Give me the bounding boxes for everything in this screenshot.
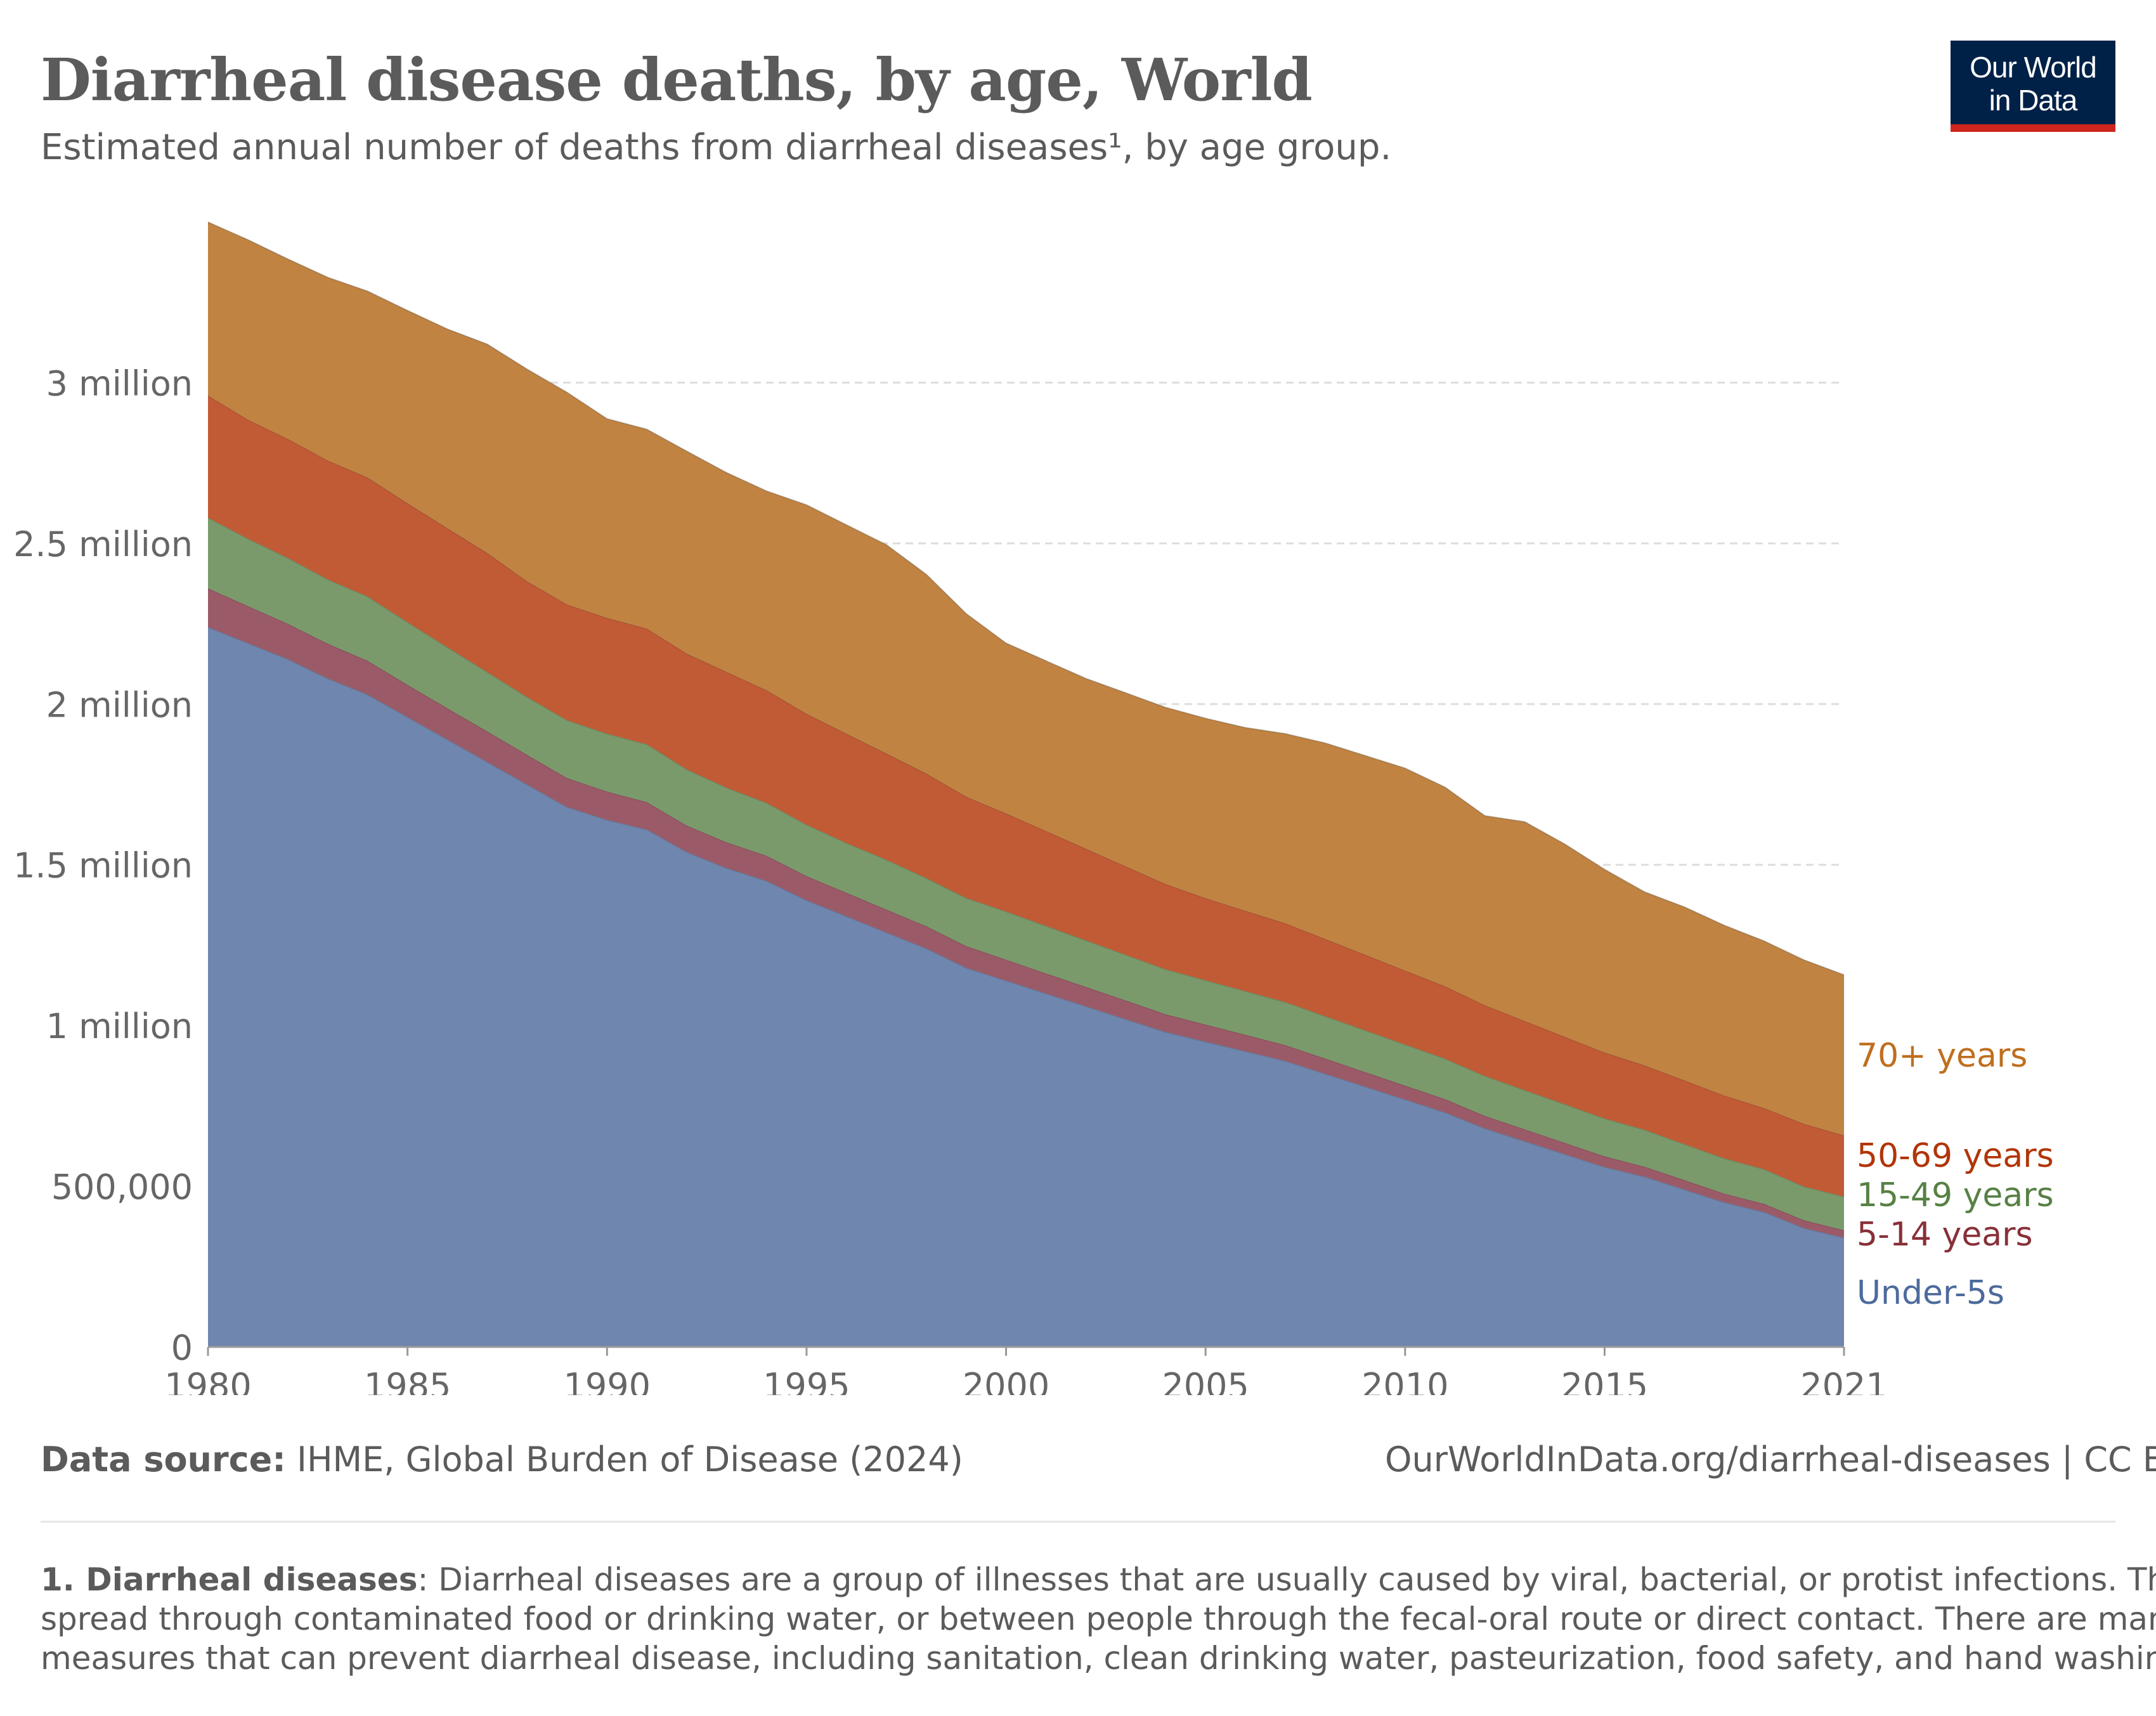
x-tick-label: 2010	[1361, 1366, 1448, 1395]
footnote-line-3: measures that can prevent diarrheal dise…	[41, 1640, 2156, 1677]
area-under-5s[interactable]	[208, 627, 1844, 1347]
footnote-line-1-text: : Diarrheal diseases are a group of illn…	[417, 1561, 2156, 1598]
logo-line-2: in Data	[1989, 84, 2078, 117]
area-15-49-years[interactable]	[208, 517, 1844, 1230]
area-top-edge	[207, 221, 1845, 976]
y-tick-label: 2.5 million	[13, 524, 193, 564]
area-50-69-years[interactable]	[208, 395, 1844, 1197]
series-label-70-years: 70+ years	[1857, 1037, 2027, 1075]
footnote-line-1: 1. Diarrheal diseases: Diarrheal disease…	[41, 1560, 2156, 1599]
logo-red-bar	[1951, 124, 2115, 132]
series-label-under-5s: Under-5s	[1857, 1274, 2004, 1312]
footer-divider	[41, 1521, 2115, 1523]
axis-layer: 0 500,000 1 million 1.5 million 2 million 2.5…	[13, 363, 1888, 1395]
x-tick-label: 2005	[1162, 1366, 1249, 1395]
url-license-link[interactable]: OurWorldInData.org/diarrheal-diseases | …	[1385, 1440, 2156, 1479]
x-tick-label: 1985	[364, 1366, 451, 1395]
data-source: Data source: IHME, Global Burden of Dise…	[41, 1440, 963, 1479]
stacked-area-chart: 0 500,000 1 million 1.5 million 2 million 2.5…	[13, 221, 2054, 1395]
y-tick-label: 3 million	[46, 363, 193, 403]
footnote-line-2: spread through contaminated food or drin…	[41, 1601, 2156, 1637]
chart-subtitle: Estimated annual number of deaths from d…	[41, 127, 1392, 168]
x-tick-label: 1995	[763, 1366, 850, 1395]
logo-line-1: Our World	[1970, 51, 2097, 84]
x-tick-label: 1990	[564, 1366, 651, 1395]
owid-logo[interactable]: Our World in Data	[1951, 41, 2115, 132]
source-label: Data source:	[41, 1440, 286, 1479]
x-tick-label: 2021	[1800, 1366, 1887, 1395]
source-text: IHME, Global Burden of Disease (2024)	[285, 1440, 963, 1479]
y-tick-label: 0	[171, 1328, 193, 1368]
x-tick-label: 2015	[1561, 1366, 1648, 1395]
area-70-years[interactable]	[208, 222, 1844, 1136]
y-tick-label: 1 million	[46, 1006, 193, 1046]
chart-title: Diarrheal disease deaths, by age, World	[41, 46, 1313, 114]
footnote-term: 1. Diarrheal diseases	[41, 1561, 418, 1598]
x-tick-label: 2000	[963, 1366, 1049, 1395]
series-label-15-49-years: 15-49 years	[1857, 1176, 2054, 1214]
y-tick-label: 500,000	[51, 1167, 193, 1207]
x-tick-label: 1980	[164, 1366, 251, 1395]
series-label-50-69-years: 50-69 years	[1857, 1137, 2054, 1175]
area-layer	[207, 221, 1845, 1347]
series-label-5-14-years: 5-14 years	[1857, 1216, 2033, 1254]
y-tick-label: 1.5 million	[13, 846, 193, 886]
y-tick-label: 2 million	[46, 685, 193, 725]
footnote: 1. Diarrheal diseases: Diarrheal disease…	[41, 1560, 2156, 1678]
